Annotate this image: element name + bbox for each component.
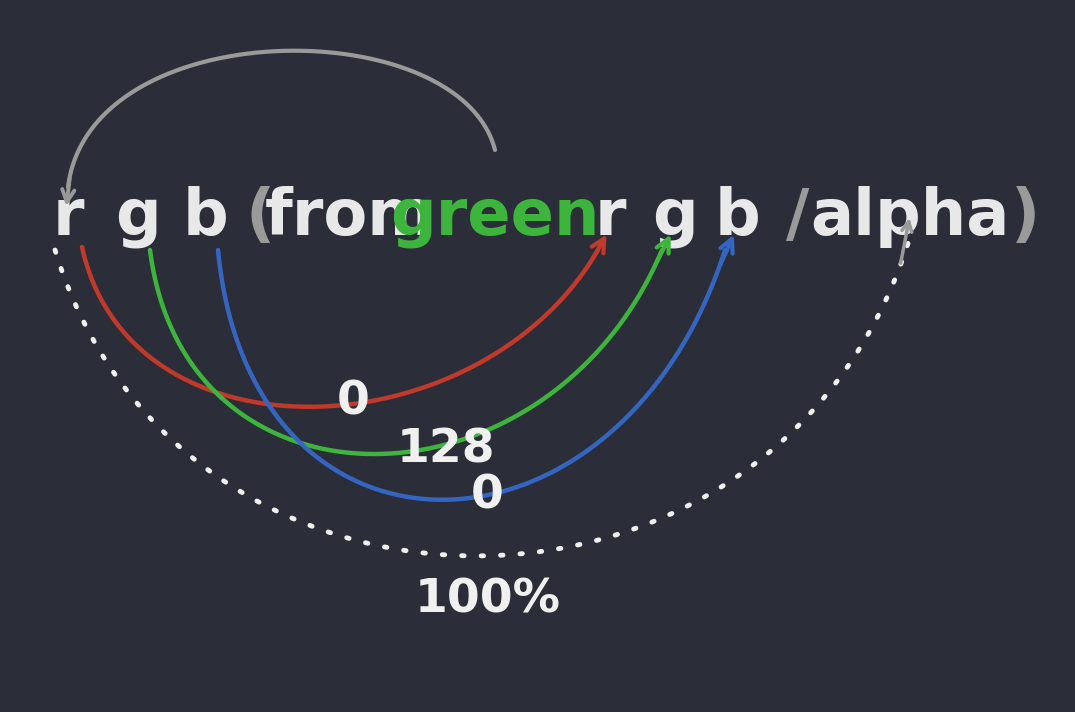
Text: g: g: [653, 186, 698, 248]
Text: from: from: [266, 186, 435, 248]
Text: b: b: [183, 186, 229, 248]
Text: r: r: [53, 186, 84, 248]
Text: ): ): [1010, 186, 1040, 248]
Text: 128: 128: [397, 427, 495, 473]
Text: 0: 0: [336, 379, 370, 424]
Text: g: g: [115, 186, 161, 248]
Text: alpha: alpha: [811, 186, 1009, 248]
Text: (: (: [245, 186, 274, 248]
Text: r: r: [594, 186, 626, 248]
Text: 0: 0: [471, 473, 503, 518]
Text: green: green: [390, 186, 600, 248]
Text: b: b: [715, 186, 761, 248]
Text: 100%: 100%: [415, 578, 561, 623]
Text: /: /: [786, 186, 809, 248]
